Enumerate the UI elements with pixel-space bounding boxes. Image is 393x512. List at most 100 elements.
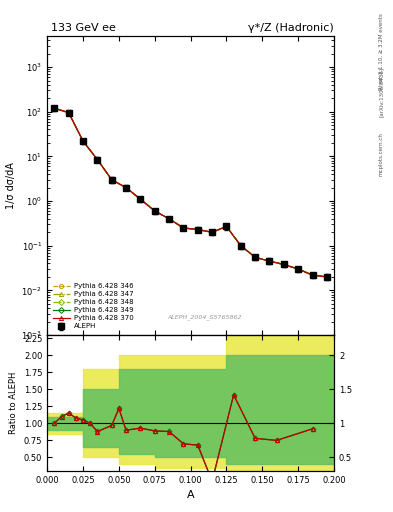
Pythia 6.428 347	[52, 105, 57, 111]
Pythia 6.428 347	[310, 272, 315, 278]
Pythia 6.428 346	[95, 157, 100, 163]
Pythia 6.428 348	[224, 223, 229, 229]
Pythia 6.428 370	[167, 216, 171, 222]
Pythia 6.428 349	[52, 105, 57, 111]
Pythia 6.428 346	[210, 229, 215, 236]
Pythia 6.428 349	[224, 223, 229, 229]
Pythia 6.428 347	[81, 138, 85, 144]
Pythia 6.428 346	[310, 272, 315, 278]
Pythia 6.428 349	[310, 272, 315, 278]
Pythia 6.428 370	[310, 272, 315, 278]
Y-axis label: 1/σ dσ/dA: 1/σ dσ/dA	[6, 162, 16, 209]
Pythia 6.428 348	[267, 258, 272, 264]
Line: Pythia 6.428 347: Pythia 6.428 347	[52, 106, 329, 279]
Pythia 6.428 349	[281, 262, 286, 268]
Pythia 6.428 346	[181, 225, 186, 231]
Text: Rivet 3.1.10, ≥ 3.2M events: Rivet 3.1.10, ≥ 3.2M events	[379, 13, 384, 90]
Pythia 6.428 347	[253, 254, 257, 261]
Pythia 6.428 346	[281, 262, 286, 268]
Pythia 6.428 347	[195, 226, 200, 232]
Pythia 6.428 370	[325, 274, 329, 280]
Text: 133 GeV ee: 133 GeV ee	[51, 23, 116, 33]
Text: ALEPH_2004_S5765862: ALEPH_2004_S5765862	[168, 314, 242, 320]
Pythia 6.428 347	[109, 177, 114, 183]
Pythia 6.428 347	[124, 184, 129, 190]
Pythia 6.428 347	[167, 216, 171, 222]
Pythia 6.428 349	[267, 258, 272, 264]
Pythia 6.428 370	[253, 254, 257, 261]
Pythia 6.428 348	[52, 105, 57, 111]
Pythia 6.428 370	[239, 243, 243, 249]
Pythia 6.428 347	[281, 262, 286, 268]
Pythia 6.428 346	[124, 184, 129, 190]
Pythia 6.428 349	[95, 157, 100, 163]
Pythia 6.428 349	[167, 216, 171, 222]
Pythia 6.428 347	[66, 110, 71, 116]
Text: mcplots.cern.ch: mcplots.cern.ch	[379, 132, 384, 176]
Pythia 6.428 348	[253, 254, 257, 261]
Pythia 6.428 370	[296, 266, 301, 272]
Pythia 6.428 347	[239, 243, 243, 249]
Pythia 6.428 347	[224, 223, 229, 229]
Line: Pythia 6.428 348: Pythia 6.428 348	[52, 106, 329, 279]
Pythia 6.428 346	[224, 223, 229, 229]
Pythia 6.428 370	[52, 105, 57, 111]
Pythia 6.428 348	[95, 157, 100, 163]
Pythia 6.428 346	[167, 216, 171, 222]
Pythia 6.428 370	[210, 229, 215, 236]
Line: Pythia 6.428 349: Pythia 6.428 349	[52, 106, 329, 279]
Pythia 6.428 346	[66, 110, 71, 116]
Pythia 6.428 349	[296, 266, 301, 272]
Pythia 6.428 349	[195, 226, 200, 232]
Pythia 6.428 348	[296, 266, 301, 272]
Pythia 6.428 346	[325, 274, 329, 280]
Pythia 6.428 346	[109, 177, 114, 183]
Pythia 6.428 347	[267, 258, 272, 264]
Pythia 6.428 348	[281, 262, 286, 268]
Pythia 6.428 370	[138, 196, 143, 202]
Line: Pythia 6.428 346: Pythia 6.428 346	[52, 106, 329, 279]
Pythia 6.428 349	[138, 196, 143, 202]
Pythia 6.428 347	[95, 157, 100, 163]
Pythia 6.428 370	[152, 208, 157, 214]
Pythia 6.428 347	[296, 266, 301, 272]
Legend: Pythia 6.428 346, Pythia 6.428 347, Pythia 6.428 348, Pythia 6.428 349, Pythia 6: Pythia 6.428 346, Pythia 6.428 347, Pyth…	[51, 281, 135, 332]
Pythia 6.428 370	[281, 262, 286, 268]
Pythia 6.428 348	[181, 225, 186, 231]
Pythia 6.428 370	[181, 225, 186, 231]
Pythia 6.428 349	[253, 254, 257, 261]
Pythia 6.428 349	[239, 243, 243, 249]
Pythia 6.428 346	[81, 138, 85, 144]
Pythia 6.428 346	[239, 243, 243, 249]
Pythia 6.428 346	[138, 196, 143, 202]
Pythia 6.428 346	[195, 226, 200, 232]
Pythia 6.428 370	[95, 157, 100, 163]
Pythia 6.428 348	[109, 177, 114, 183]
Pythia 6.428 346	[152, 208, 157, 214]
Pythia 6.428 348	[195, 226, 200, 232]
Pythia 6.428 348	[66, 110, 71, 116]
Pythia 6.428 348	[310, 272, 315, 278]
Pythia 6.428 349	[152, 208, 157, 214]
Y-axis label: Ratio to ALEPH: Ratio to ALEPH	[9, 372, 18, 434]
Text: γ*/Z (Hadronic): γ*/Z (Hadronic)	[248, 23, 334, 33]
Pythia 6.428 347	[152, 208, 157, 214]
Pythia 6.428 346	[296, 266, 301, 272]
Pythia 6.428 370	[81, 138, 85, 144]
Pythia 6.428 347	[138, 196, 143, 202]
Pythia 6.428 348	[239, 243, 243, 249]
Pythia 6.428 349	[325, 274, 329, 280]
Pythia 6.428 348	[81, 138, 85, 144]
Pythia 6.428 349	[81, 138, 85, 144]
Pythia 6.428 348	[152, 208, 157, 214]
Pythia 6.428 370	[66, 110, 71, 116]
X-axis label: A: A	[187, 490, 195, 500]
Text: [arXiv:1306.3436]: [arXiv:1306.3436]	[379, 67, 384, 117]
Pythia 6.428 349	[66, 110, 71, 116]
Pythia 6.428 370	[224, 223, 229, 229]
Pythia 6.428 347	[181, 225, 186, 231]
Pythia 6.428 370	[195, 226, 200, 232]
Pythia 6.428 346	[253, 254, 257, 261]
Pythia 6.428 348	[167, 216, 171, 222]
Line: Pythia 6.428 370: Pythia 6.428 370	[52, 106, 329, 279]
